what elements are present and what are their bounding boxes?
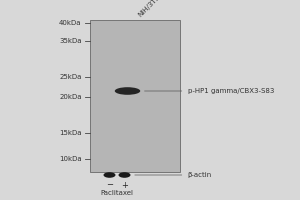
Text: Paclitaxel: Paclitaxel	[100, 190, 134, 196]
Text: β-actin: β-actin	[188, 172, 212, 178]
Text: 15kDa: 15kDa	[59, 130, 82, 136]
Text: −: −	[106, 181, 113, 190]
Text: 40kDa: 40kDa	[59, 20, 82, 26]
Text: NIH/3T3: NIH/3T3	[137, 0, 161, 18]
Text: +: +	[121, 181, 128, 190]
Text: 20kDa: 20kDa	[59, 94, 82, 100]
Bar	[90, 20, 180, 172]
Text: p-HP1 gamma/CBX3-S83: p-HP1 gamma/CBX3-S83	[188, 88, 274, 94]
Ellipse shape	[115, 87, 140, 95]
Ellipse shape	[103, 172, 116, 178]
Ellipse shape	[118, 172, 130, 178]
Text: 25kDa: 25kDa	[59, 74, 82, 80]
Text: 35kDa: 35kDa	[59, 38, 82, 44]
Text: 10kDa: 10kDa	[59, 156, 82, 162]
